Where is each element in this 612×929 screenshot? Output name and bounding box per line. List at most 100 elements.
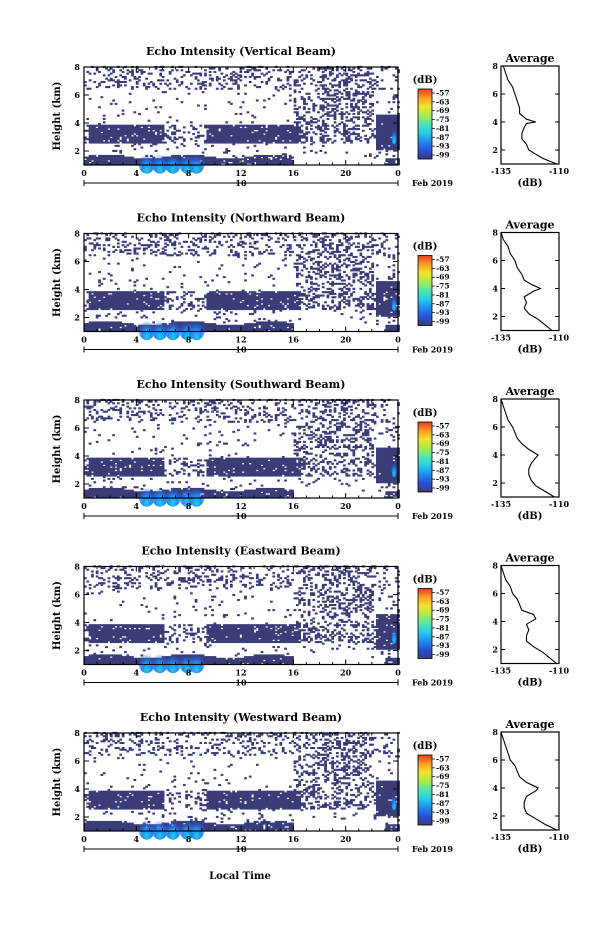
- heatmap-cell: [345, 274, 349, 277]
- heatmap-cell: [135, 307, 139, 311]
- heatmap-cell: [246, 307, 250, 311]
- heatmap-cell: [262, 291, 266, 294]
- heatmap-cell: [100, 307, 104, 311]
- heatmap-cell: [312, 102, 316, 105]
- heatmap-cell: [380, 87, 384, 90]
- heatmap-cell: [270, 296, 273, 299]
- heatmap-cell: [270, 129, 273, 132]
- heatmap-cell: [161, 277, 165, 280]
- heatmap-cell: [371, 244, 375, 247]
- heatmap-cell: [102, 117, 106, 121]
- heatmap-cell: [354, 104, 358, 107]
- heatmap-cell: [267, 321, 271, 324]
- heatmap-cell: [295, 297, 299, 300]
- heatmap-cell: [119, 324, 123, 327]
- heatmap-cell: [350, 292, 353, 295]
- heatmap-cell: [124, 306, 127, 309]
- heatmap-cell: [159, 307, 163, 311]
- heatmap-cell: [277, 240, 280, 243]
- heatmap-cell: [267, 159, 271, 163]
- heatmap-cell: [307, 121, 311, 124]
- heatmap-cell: [152, 136, 156, 139]
- heatmap-cell: [361, 276, 365, 279]
- heatmap-cell: [204, 87, 207, 90]
- heatmap-cell: [251, 72, 254, 75]
- heatmap-cell: [291, 124, 294, 127]
- heatmap-cell: [206, 328, 210, 331]
- x-tick-label: 8: [186, 168, 192, 178]
- heatmap-cell: [93, 161, 97, 164]
- heatmap-cell: [220, 328, 224, 331]
- heatmap-cell: [109, 158, 113, 161]
- heatmap-cell: [331, 299, 335, 302]
- heatmap-cell: [385, 302, 389, 306]
- heatmap-cell: [105, 133, 108, 136]
- heatmap-cell: [157, 249, 160, 252]
- heatmap-cell: [378, 136, 382, 139]
- heatmap-cell: [300, 292, 304, 295]
- heatmap-cell: [333, 234, 337, 237]
- heatmap-cell: [133, 136, 137, 139]
- heatmap-cell: [343, 81, 346, 84]
- heatmap-cell: [321, 70, 325, 73]
- heatmap-cell: [95, 301, 99, 304]
- heatmap-cell: [119, 159, 123, 163]
- heatmap-cell: [230, 126, 233, 129]
- heatmap-cell: [131, 131, 134, 134]
- heatmap-cell: [347, 287, 351, 290]
- heatmap-cell: [319, 237, 323, 240]
- heatmap-cell: [88, 129, 92, 132]
- heatmap-cell: [95, 297, 99, 300]
- heatmap-cell: [86, 494, 90, 497]
- heatmap-cell: [394, 144, 398, 147]
- heatmap-cell: [93, 461, 97, 464]
- heatmap-cell: [159, 128, 163, 131]
- heatmap-cell: [135, 86, 139, 89]
- heatmap-cell: [244, 324, 247, 327]
- heatmap-cell: [310, 286, 313, 289]
- heatmap-cell: [279, 294, 283, 297]
- heatmap-cell: [312, 306, 316, 309]
- heatmap-cell: [286, 126, 290, 129]
- heatmap-cell: [383, 131, 386, 134]
- heatmap-cell: [131, 86, 134, 89]
- heatmap-cell: [91, 462, 94, 465]
- heatmap-cell: [354, 91, 358, 94]
- heatmap-cell: [166, 148, 170, 151]
- heatmap-cell: [378, 292, 382, 295]
- heatmap-cell: [295, 307, 299, 311]
- heatmap-cell: [241, 158, 245, 161]
- heatmap-cell: [91, 487, 94, 490]
- heatmap-cell: [86, 70, 90, 73]
- heatmap-cell: [86, 474, 90, 477]
- heatmap-cell: [253, 154, 257, 157]
- heatmap-cell: [277, 321, 280, 324]
- heatmap-cell: [357, 72, 360, 75]
- heatmap-cell: [142, 124, 146, 127]
- heatmap-cell: [295, 294, 299, 297]
- heatmap-cell: [124, 296, 127, 299]
- heatmap-cell: [227, 297, 231, 300]
- heatmap-cell: [340, 299, 344, 302]
- heatmap-cell: [225, 149, 229, 152]
- heatmap-cell: [248, 313, 252, 316]
- heatmap-cell: [244, 131, 247, 134]
- heatmap-cell: [84, 324, 87, 327]
- heatmap-cell: [392, 97, 396, 100]
- heatmap-cell: [328, 67, 332, 70]
- heatmap-cell: [88, 442, 92, 445]
- heatmap-cell: [262, 136, 266, 139]
- heatmap-cell: [91, 141, 94, 144]
- heatmap-cell: [274, 87, 278, 90]
- heatmap-cell: [114, 75, 118, 79]
- heatmap-cell: [314, 282, 318, 285]
- heatmap-cell: [343, 237, 346, 240]
- heatmap-cell: [135, 252, 139, 255]
- heatmap-cell: [371, 304, 375, 307]
- heatmap-cell: [340, 242, 344, 245]
- heatmap-cell: [112, 161, 116, 164]
- heatmap-cell: [319, 104, 323, 107]
- heatmap-cell: [100, 159, 104, 163]
- heatmap-cell: [241, 129, 245, 132]
- heatmap-cell: [135, 291, 139, 294]
